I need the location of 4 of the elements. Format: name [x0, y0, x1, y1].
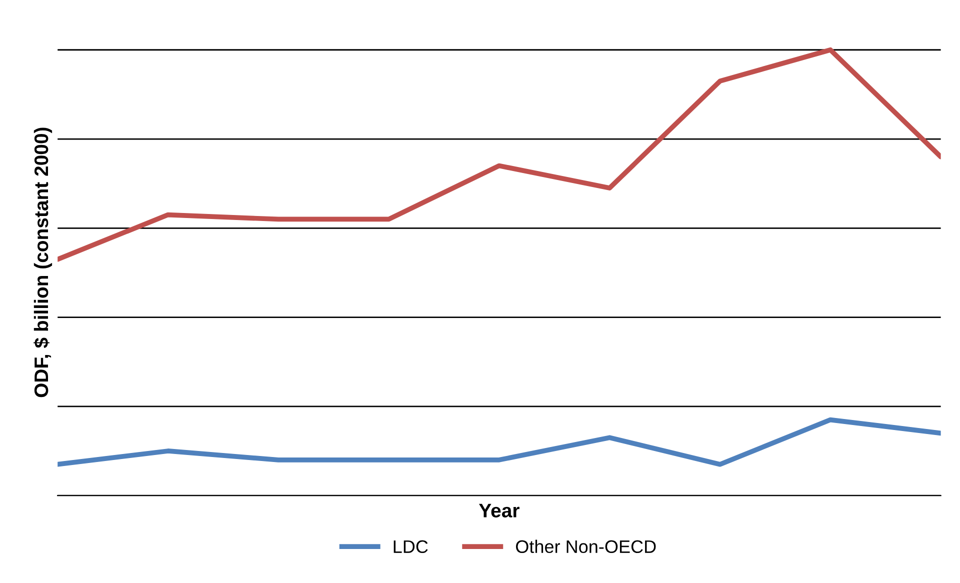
- y-axis-title: ODF, $ billion (constant 2000): [34, 128, 52, 398]
- x-axis-title: Year: [478, 504, 520, 518]
- legend-label: LDC: [394, 540, 428, 554]
- legend-label: Other Non-OECD: [516, 540, 656, 554]
